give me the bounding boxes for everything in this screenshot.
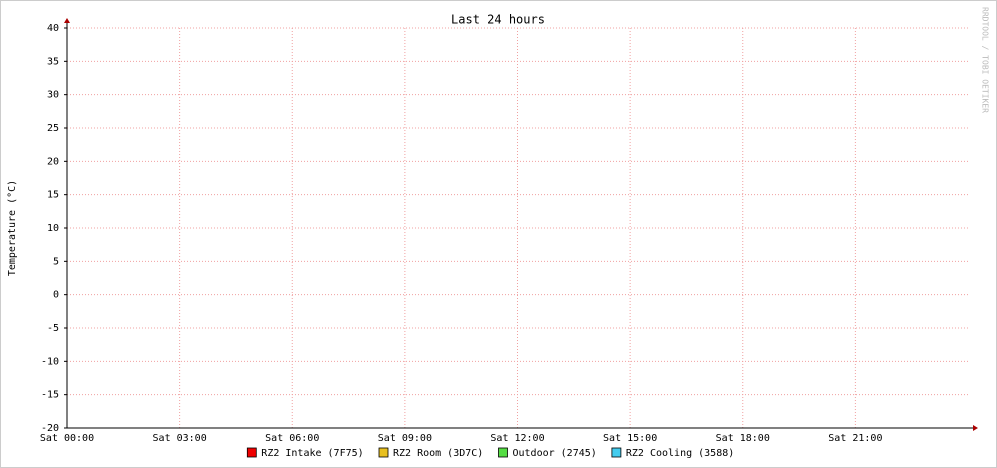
x-tick-label: Sat 00:00 [40,433,94,444]
watermark: RRDTOOL / TOBI OETIKER [981,7,990,113]
axis-arrow [64,18,70,23]
legend-swatch [378,447,389,458]
legend-label: RZ2 Cooling (3588) [626,448,734,459]
legend-swatch [611,447,622,458]
y-tick-label: 25 [47,123,59,134]
legend-swatch [246,447,257,458]
x-tick-label: Sat 09:00 [378,433,432,444]
x-tick-label: Sat 06:00 [265,433,319,444]
x-tick-label: Sat 15:00 [603,433,657,444]
x-tick-label: Sat 03:00 [153,433,207,444]
y-axis-label: Temperature (°C) [7,180,18,276]
y-tick-label: 5 [53,256,59,267]
y-tick-label: -10 [41,356,59,367]
legend-label: RZ2 Room (3D7C) [393,448,483,459]
y-tick-label: 20 [47,156,59,167]
y-tick-label: 35 [47,56,59,67]
legend-label: RZ2 Intake (7F75) [261,448,363,459]
legend-swatch [498,447,508,458]
axis-arrow [973,425,978,431]
x-tick-label: Sat 21:00 [828,433,882,444]
y-tick-label: 15 [47,190,59,201]
y-tick-label: 30 [47,90,59,101]
y-tick-label: -20 [41,423,59,434]
legend-label: Outdoor (2745) [513,448,597,459]
y-tick-label: 0 [53,290,59,301]
x-tick-label: Sat 18:00 [716,433,770,444]
x-tick-label: Sat 12:00 [490,433,544,444]
y-tick-label: 10 [47,223,59,234]
y-tick-label: -15 [41,390,59,401]
chart-title: Last 24 hours [451,13,545,27]
y-tick-label: 40 [47,23,59,34]
y-tick-label: -5 [47,323,59,334]
